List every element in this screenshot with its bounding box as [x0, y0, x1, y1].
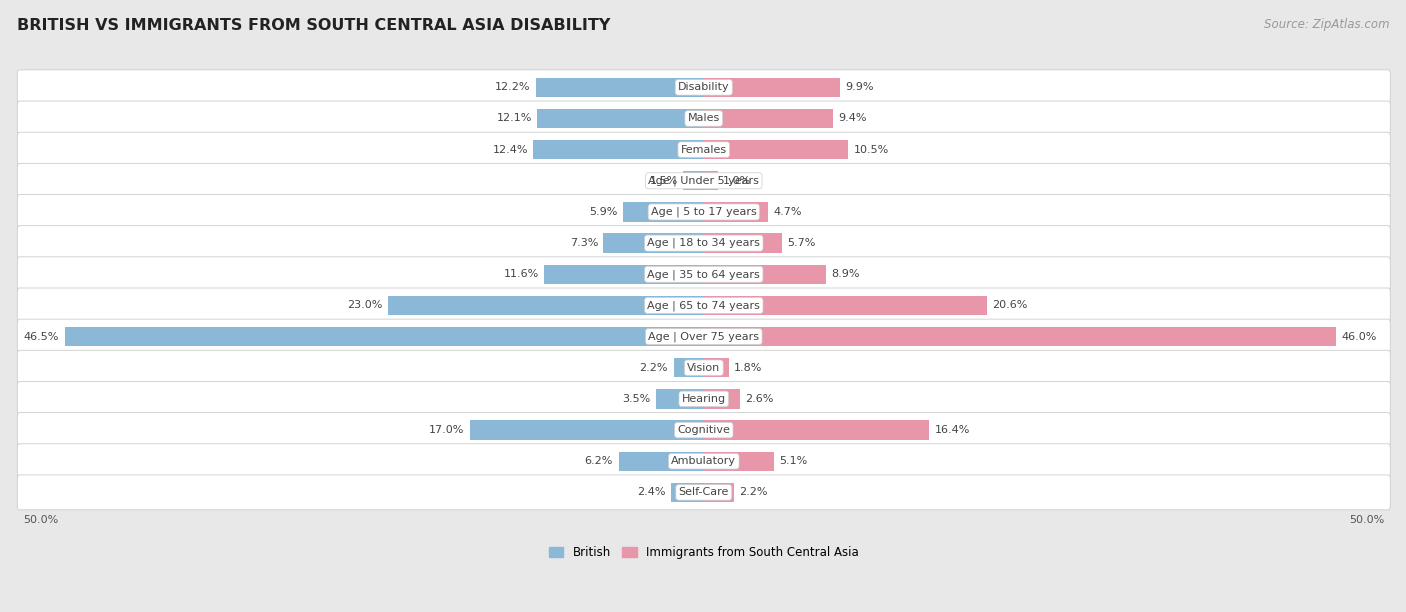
Bar	[533, 140, 704, 159]
Text: Females: Females	[681, 144, 727, 155]
Text: 10.5%: 10.5%	[853, 144, 889, 155]
Text: 1.0%: 1.0%	[723, 176, 751, 186]
Text: 2.6%: 2.6%	[745, 394, 773, 404]
Bar	[537, 109, 704, 128]
Text: 8.9%: 8.9%	[831, 269, 860, 279]
FancyBboxPatch shape	[17, 350, 1391, 385]
FancyBboxPatch shape	[17, 288, 1391, 323]
Bar	[619, 452, 704, 471]
Text: 17.0%: 17.0%	[429, 425, 464, 435]
Text: Age | 65 to 74 years: Age | 65 to 74 years	[647, 300, 761, 311]
Bar	[704, 78, 839, 97]
Text: Vision: Vision	[688, 363, 720, 373]
FancyBboxPatch shape	[17, 226, 1391, 261]
FancyBboxPatch shape	[17, 257, 1391, 292]
Text: Hearing: Hearing	[682, 394, 725, 404]
Text: 46.0%: 46.0%	[1341, 332, 1376, 341]
Bar	[704, 358, 728, 378]
Bar	[544, 264, 704, 284]
Text: 6.2%: 6.2%	[585, 456, 613, 466]
Text: 20.6%: 20.6%	[993, 300, 1028, 310]
Text: 46.5%: 46.5%	[24, 332, 59, 341]
Bar	[623, 203, 704, 222]
Text: 12.1%: 12.1%	[496, 113, 531, 124]
Text: 2.2%: 2.2%	[640, 363, 668, 373]
Text: BRITISH VS IMMIGRANTS FROM SOUTH CENTRAL ASIA DISABILITY: BRITISH VS IMMIGRANTS FROM SOUTH CENTRAL…	[17, 18, 610, 34]
Legend: British, Immigrants from South Central Asia: British, Immigrants from South Central A…	[544, 542, 863, 564]
Text: 4.7%: 4.7%	[773, 207, 803, 217]
Text: 1.5%: 1.5%	[650, 176, 678, 186]
Text: 12.4%: 12.4%	[492, 144, 527, 155]
Text: Disability: Disability	[678, 83, 730, 92]
Text: Age | 35 to 64 years: Age | 35 to 64 years	[647, 269, 761, 280]
FancyBboxPatch shape	[17, 101, 1391, 136]
Text: 1.8%: 1.8%	[734, 363, 762, 373]
Bar	[704, 452, 773, 471]
Text: Age | Over 75 years: Age | Over 75 years	[648, 331, 759, 342]
FancyBboxPatch shape	[17, 319, 1391, 354]
Bar	[603, 233, 704, 253]
Bar	[704, 171, 717, 190]
Bar	[704, 233, 782, 253]
Bar	[704, 264, 827, 284]
Bar	[536, 78, 704, 97]
Text: Cognitive: Cognitive	[678, 425, 730, 435]
Bar	[683, 171, 704, 190]
FancyBboxPatch shape	[17, 412, 1391, 447]
Bar	[655, 389, 704, 409]
FancyBboxPatch shape	[17, 381, 1391, 416]
Text: Source: ZipAtlas.com: Source: ZipAtlas.com	[1264, 18, 1389, 31]
FancyBboxPatch shape	[17, 444, 1391, 479]
Bar	[704, 483, 734, 502]
Bar	[673, 358, 704, 378]
Bar	[704, 109, 832, 128]
Bar	[704, 140, 848, 159]
Text: 3.5%: 3.5%	[621, 394, 650, 404]
Text: Age | 18 to 34 years: Age | 18 to 34 years	[647, 238, 761, 248]
Text: Age | Under 5 years: Age | Under 5 years	[648, 176, 759, 186]
Text: Age | 5 to 17 years: Age | 5 to 17 years	[651, 207, 756, 217]
Text: 7.3%: 7.3%	[569, 238, 598, 248]
Bar	[65, 327, 704, 346]
FancyBboxPatch shape	[17, 163, 1391, 198]
Bar	[704, 389, 740, 409]
Text: Ambulatory: Ambulatory	[671, 456, 737, 466]
Bar	[671, 483, 704, 502]
Text: 23.0%: 23.0%	[347, 300, 382, 310]
Text: 2.4%: 2.4%	[637, 487, 665, 498]
Bar	[704, 420, 929, 440]
Text: 12.2%: 12.2%	[495, 83, 530, 92]
Text: Males: Males	[688, 113, 720, 124]
Text: Self-Care: Self-Care	[679, 487, 728, 498]
Bar	[704, 327, 1336, 346]
Text: 9.9%: 9.9%	[845, 83, 875, 92]
Text: 9.4%: 9.4%	[838, 113, 868, 124]
FancyBboxPatch shape	[17, 132, 1391, 167]
FancyBboxPatch shape	[17, 475, 1391, 510]
Bar	[704, 203, 769, 222]
Text: 5.9%: 5.9%	[589, 207, 617, 217]
Bar	[704, 296, 987, 315]
Text: 50.0%: 50.0%	[24, 515, 59, 525]
FancyBboxPatch shape	[17, 70, 1391, 105]
Text: 50.0%: 50.0%	[1348, 515, 1384, 525]
FancyBboxPatch shape	[17, 195, 1391, 230]
Text: 5.1%: 5.1%	[779, 456, 807, 466]
Bar	[470, 420, 704, 440]
Text: 16.4%: 16.4%	[935, 425, 970, 435]
Text: 11.6%: 11.6%	[503, 269, 538, 279]
Text: 5.7%: 5.7%	[787, 238, 815, 248]
Bar	[388, 296, 704, 315]
Text: 2.2%: 2.2%	[740, 487, 768, 498]
